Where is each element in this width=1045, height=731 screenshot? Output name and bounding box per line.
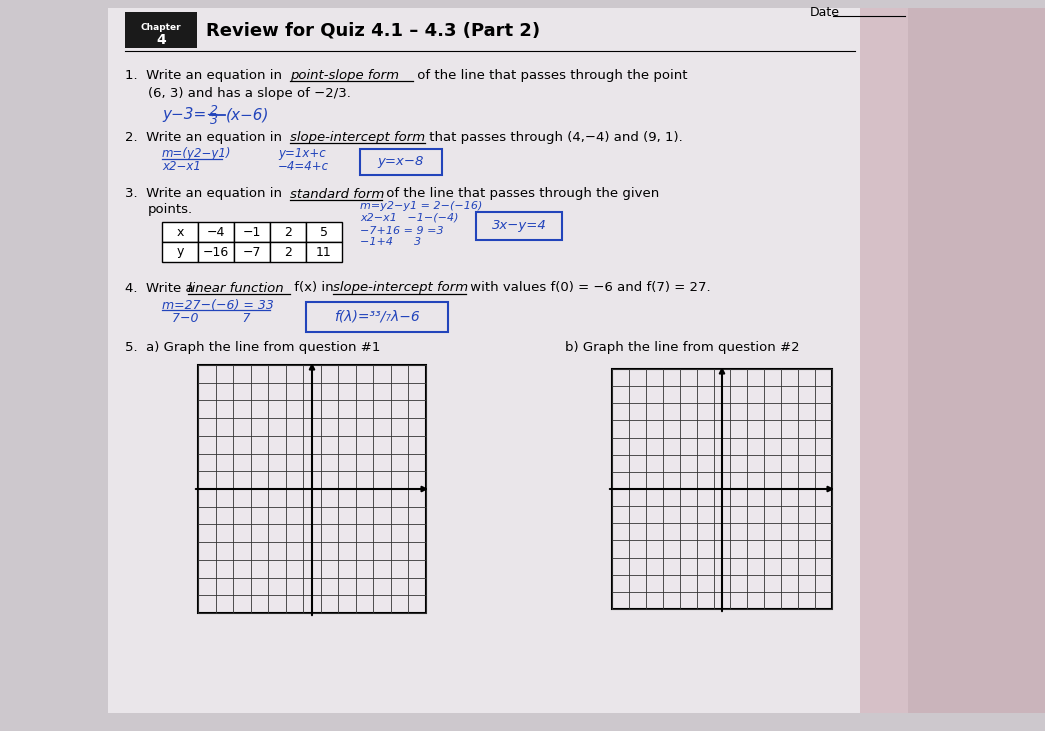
Text: m=(y2−y1): m=(y2−y1) xyxy=(162,148,232,161)
Text: y=x−8: y=x−8 xyxy=(378,156,424,169)
Bar xyxy=(198,242,234,262)
Bar xyxy=(234,222,270,242)
Text: 2: 2 xyxy=(284,246,292,259)
Text: y=1x+c: y=1x+c xyxy=(278,148,326,161)
Bar xyxy=(270,242,306,262)
Bar xyxy=(612,369,832,609)
Bar xyxy=(860,8,1045,713)
Bar xyxy=(108,8,908,713)
Text: −1: −1 xyxy=(242,225,261,238)
Text: −1+4      3: −1+4 3 xyxy=(359,237,421,247)
Text: with values f(0) = −6 and f(7) = 27.: with values f(0) = −6 and f(7) = 27. xyxy=(466,281,711,295)
Bar xyxy=(306,242,342,262)
Text: points.: points. xyxy=(148,203,193,216)
Text: y−3=−: y−3=− xyxy=(162,107,219,123)
Text: −7+16 = 9 =3: −7+16 = 9 =3 xyxy=(359,226,444,236)
Text: 4: 4 xyxy=(156,33,166,47)
Text: Chapter: Chapter xyxy=(141,23,182,32)
Bar xyxy=(612,369,832,609)
Text: 4.  Write a: 4. Write a xyxy=(125,281,198,295)
Text: of the line that passes through the point: of the line that passes through the poin… xyxy=(413,69,688,81)
Text: −4: −4 xyxy=(207,225,225,238)
Text: f(λ)=³³/₇λ−6: f(λ)=³³/₇λ−6 xyxy=(334,310,420,324)
Text: 1.  Write an equation in: 1. Write an equation in xyxy=(125,69,286,81)
Text: 5: 5 xyxy=(320,225,328,238)
Text: that passes through (4,−4) and (9, 1).: that passes through (4,−4) and (9, 1). xyxy=(425,131,682,143)
Text: of the line that passes through the given: of the line that passes through the give… xyxy=(382,187,659,200)
Text: point-slope form: point-slope form xyxy=(291,69,399,81)
Text: 3x−y=4: 3x−y=4 xyxy=(491,219,547,232)
Text: (6, 3) and has a slope of −2/3.: (6, 3) and has a slope of −2/3. xyxy=(148,86,351,99)
Text: y: y xyxy=(177,246,184,259)
Bar xyxy=(125,12,198,48)
Text: 7−0           7: 7−0 7 xyxy=(172,311,251,325)
Text: −4=4+c: −4=4+c xyxy=(278,159,329,173)
Text: (x−6): (x−6) xyxy=(226,107,270,123)
Text: 2.  Write an equation in: 2. Write an equation in xyxy=(125,131,286,143)
Text: f(x) in: f(x) in xyxy=(291,281,338,295)
Text: b) Graph the line from question #2: b) Graph the line from question #2 xyxy=(565,341,799,355)
Text: slope-intercept form: slope-intercept form xyxy=(291,131,425,143)
Text: standard form: standard form xyxy=(291,187,385,200)
Bar xyxy=(162,222,198,242)
Text: −16: −16 xyxy=(203,246,229,259)
Text: m=y2−y1 = 2−(−16): m=y2−y1 = 2−(−16) xyxy=(359,201,483,211)
Text: 2: 2 xyxy=(284,225,292,238)
Text: 5.  a) Graph the line from question #1: 5. a) Graph the line from question #1 xyxy=(125,341,380,355)
Text: m=27−(−6) = 33: m=27−(−6) = 33 xyxy=(162,300,274,312)
Bar xyxy=(198,365,426,613)
Bar xyxy=(270,222,306,242)
Text: linear function: linear function xyxy=(188,281,283,295)
Bar xyxy=(234,242,270,262)
Text: Review for Quiz 4.1 – 4.3 (Part 2): Review for Quiz 4.1 – 4.3 (Part 2) xyxy=(206,22,540,40)
Text: x2−x1   −1−(−4): x2−x1 −1−(−4) xyxy=(359,213,459,223)
Text: Date: Date xyxy=(810,7,840,20)
Text: 2: 2 xyxy=(210,105,218,118)
Text: 11: 11 xyxy=(317,246,332,259)
Text: x: x xyxy=(177,225,184,238)
Text: x2−x1: x2−x1 xyxy=(162,159,201,173)
Text: 3.  Write an equation in: 3. Write an equation in xyxy=(125,187,286,200)
Bar xyxy=(198,365,426,613)
Bar xyxy=(306,222,342,242)
Text: 3: 3 xyxy=(210,113,218,126)
Bar xyxy=(162,242,198,262)
Bar xyxy=(198,222,234,242)
Text: slope-intercept form: slope-intercept form xyxy=(333,281,468,295)
Text: −7: −7 xyxy=(242,246,261,259)
